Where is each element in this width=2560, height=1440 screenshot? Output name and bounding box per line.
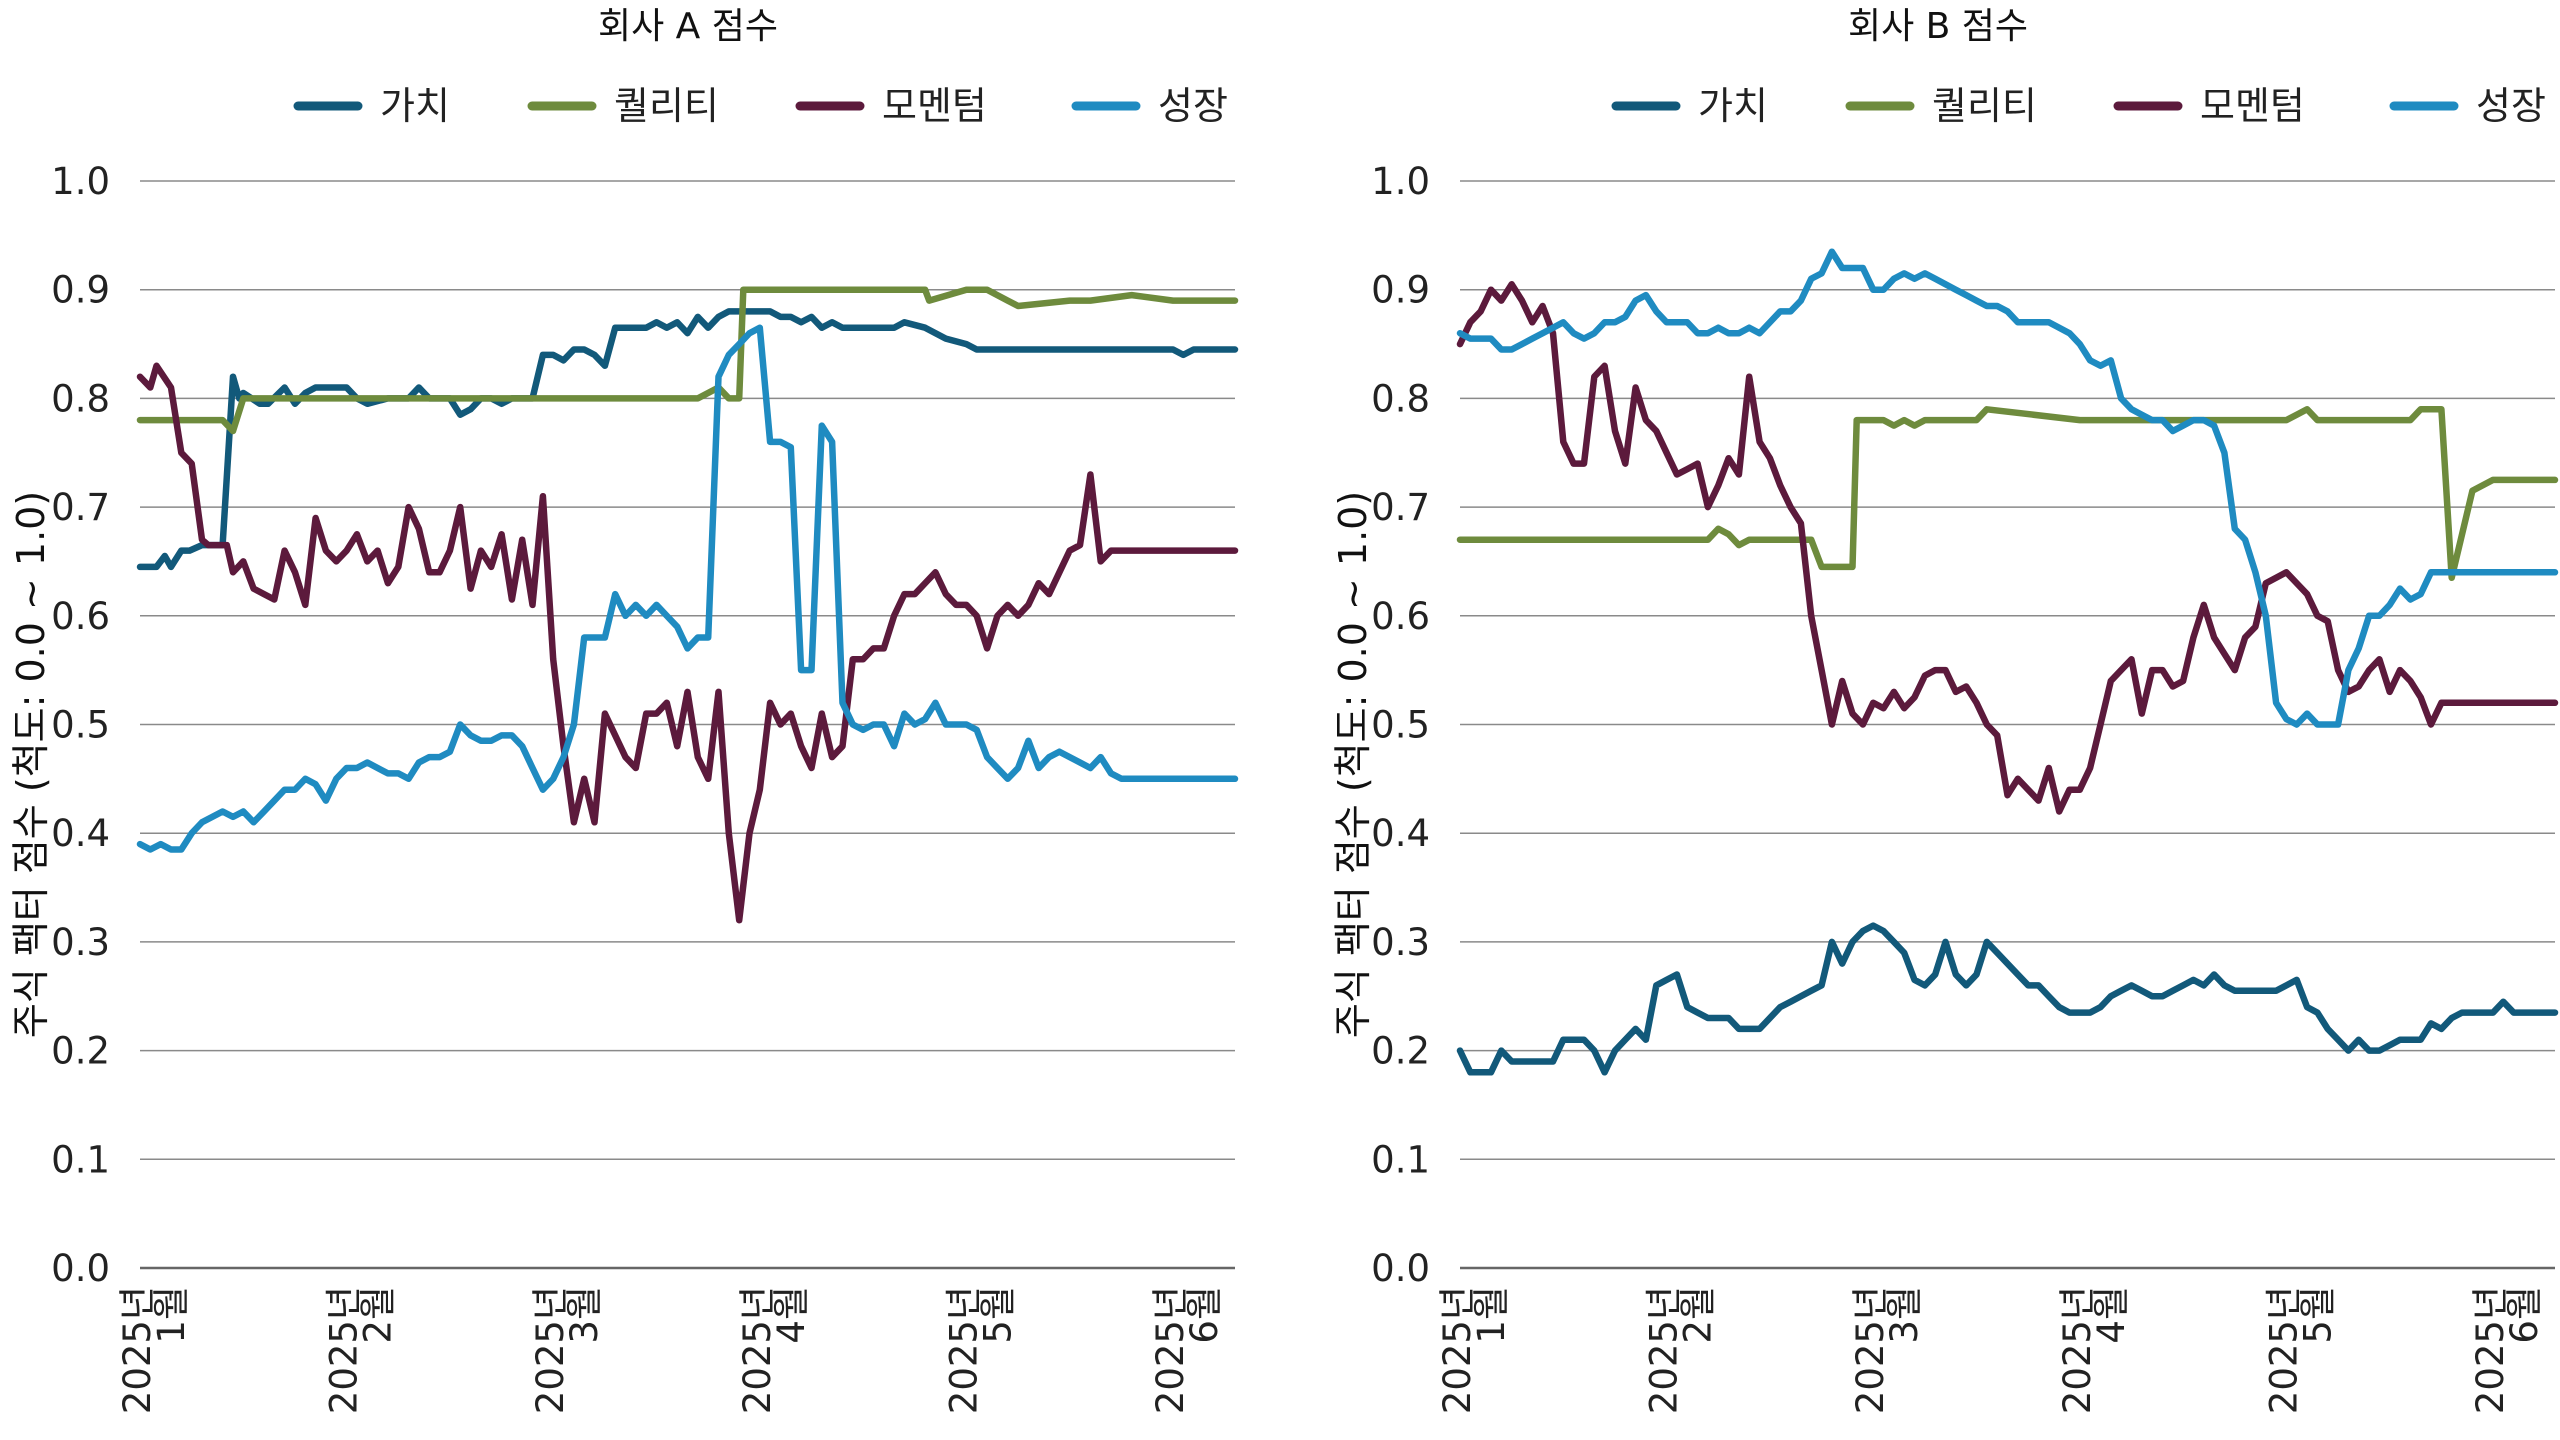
y-tick-label: 0.7 xyxy=(51,486,110,529)
x-tick-month: 1월 xyxy=(150,1286,193,1344)
y-tick-label: 0.2 xyxy=(1371,1030,1430,1073)
x-tick-month: 3월 xyxy=(563,1286,606,1344)
x-tick-year: 2025년 xyxy=(2262,1286,2305,1414)
chart-title: 회사 A 점수 xyxy=(598,6,778,47)
x-tick-year: 2025년 xyxy=(323,1286,366,1414)
y-tick-label: 0.5 xyxy=(1371,704,1430,747)
x-tick-month: 1월 xyxy=(1470,1286,1513,1344)
x-tick-year: 2025년 xyxy=(1849,1286,1892,1414)
legend-item: 퀄리티 xyxy=(1845,84,2037,128)
series-line-퀄리티 xyxy=(136,286,1239,435)
legend-label: 모멘텀 xyxy=(2200,84,2305,128)
x-tick-year: 2025년 xyxy=(736,1286,779,1414)
legend: 가치 퀄리티 모멘텀 성장 xyxy=(1611,84,2546,128)
y-tick-label: 0.7 xyxy=(1371,486,1430,529)
x-tick-month: 6월 xyxy=(2503,1286,2546,1344)
x-tick-year: 2025년 xyxy=(942,1286,985,1414)
x-tick-month: 2월 xyxy=(357,1286,400,1344)
y-tick-label: 0.0 xyxy=(1371,1247,1430,1290)
y-tick-label: 0.4 xyxy=(1371,812,1430,855)
x-tick-year: 2025년 xyxy=(2056,1286,2099,1414)
y-tick-label: 1.0 xyxy=(1371,160,1430,203)
legend-label: 모멘텀 xyxy=(882,84,987,128)
y-axis-label: 주식 팩터 점수 (척도: 0.0 ~ 1.0) xyxy=(1331,491,1375,1038)
y-tick-label: 0.9 xyxy=(1371,269,1430,312)
y-tick-label: 0.3 xyxy=(51,921,110,964)
y-tick-label: 0.0 xyxy=(51,1247,110,1290)
legend-label: 성장 xyxy=(2476,84,2546,128)
y-tick-label: 0.9 xyxy=(51,269,110,312)
y-axis-label: 주식 팩터 점수 (척도: 0.0 ~ 1.0) xyxy=(9,491,53,1038)
legend-item: 모멘텀 xyxy=(795,84,987,128)
series-line-모멘텀 xyxy=(136,362,1239,924)
x-tick-year: 2025년 xyxy=(2469,1286,2512,1414)
y-tick-label: 0.8 xyxy=(1371,377,1430,420)
series-line-모멘텀 xyxy=(1456,281,2559,815)
x-tick-month: 5월 xyxy=(976,1286,1019,1344)
x-tick-year: 2025년 xyxy=(529,1286,572,1414)
y-tick-label: 0.1 xyxy=(1371,1138,1430,1181)
x-tick-month: 5월 xyxy=(2296,1286,2339,1344)
y-tick-label: 0.5 xyxy=(51,704,110,747)
series-line-퀄리티 xyxy=(1456,406,2559,582)
x-tick-month: 2월 xyxy=(1677,1286,1720,1344)
y-tick-label: 0.6 xyxy=(1371,595,1430,638)
legend-item: 성장 xyxy=(1071,84,1228,128)
x-tick-month: 4월 xyxy=(2090,1286,2133,1344)
y-tick-label: 1.0 xyxy=(51,160,110,203)
series-line-가치 xyxy=(136,308,1239,571)
legend: 가치 퀄리티 모멘텀 성장 xyxy=(293,84,1228,128)
x-tick-year: 2025년 xyxy=(1643,1286,1686,1414)
x-tick-month: 6월 xyxy=(1183,1286,1226,1344)
y-tick-label: 0.1 xyxy=(51,1138,110,1181)
x-tick-year: 2025년 xyxy=(116,1286,159,1414)
legend-item: 가치 xyxy=(293,84,450,128)
series-line-성장 xyxy=(1456,248,2559,728)
legend-label: 가치 xyxy=(380,84,450,128)
chart-title: 회사 B 점수 xyxy=(1848,6,2028,47)
y-tick-label: 0.4 xyxy=(51,812,110,855)
legend-label: 가치 xyxy=(1698,84,1768,128)
y-tick-label: 0.8 xyxy=(51,377,110,420)
legend-label: 퀄리티 xyxy=(614,84,719,128)
y-tick-label: 0.6 xyxy=(51,595,110,638)
legend-label: 퀄리티 xyxy=(1932,84,2037,128)
x-tick-month: 4월 xyxy=(770,1286,813,1344)
y-tick-label: 0.3 xyxy=(1371,921,1430,964)
legend-item: 가치 xyxy=(1611,84,1768,128)
legend-label: 성장 xyxy=(1158,84,1228,128)
series-line-성장 xyxy=(136,324,1239,853)
x-tick-year: 2025년 xyxy=(1436,1286,1479,1414)
legend-item: 모멘텀 xyxy=(2113,84,2305,128)
x-tick-month: 3월 xyxy=(1883,1286,1926,1344)
x-tick-year: 2025년 xyxy=(1149,1286,1192,1414)
legend-item: 퀄리티 xyxy=(527,84,719,128)
y-tick-label: 0.2 xyxy=(51,1030,110,1073)
legend-item: 성장 xyxy=(2389,84,2546,128)
series-line-가치 xyxy=(1456,922,2559,1076)
